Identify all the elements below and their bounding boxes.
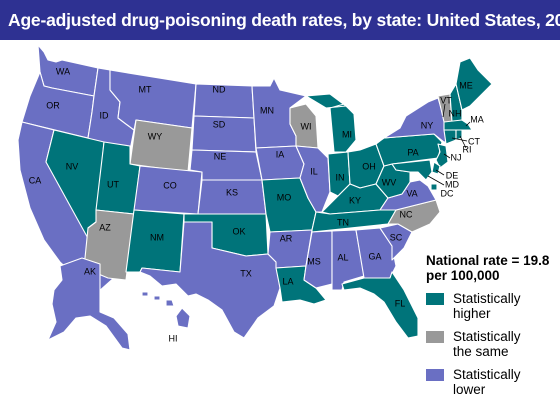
state-hi[interactable] [141, 291, 191, 329]
leader-line-ri [459, 135, 467, 149]
label-ri: RI [463, 144, 472, 154]
legend-text-lower: Statistically lower [453, 367, 560, 397]
label-nj: NJ [451, 152, 462, 162]
state-ma[interactable] [443, 119, 473, 131]
label-ky: KY [349, 195, 361, 205]
legend-text-same-line2: the same [453, 344, 509, 359]
label-me: ME [459, 80, 473, 90]
label-la: LA [282, 276, 293, 286]
legend-text-lower-line2: lower [453, 382, 486, 397]
label-fl: FL [395, 298, 406, 308]
label-oh: OH [362, 161, 376, 171]
label-mo: MO [277, 192, 292, 202]
label-sc: SC [390, 232, 403, 242]
label-al: AL [337, 252, 348, 262]
label-nh: NH [449, 108, 462, 118]
label-wv: WV [382, 177, 397, 187]
label-dc: DC [441, 188, 454, 198]
map-title: Age-adjusted drug-poisoning death rates,… [8, 9, 560, 30]
national-rate-line2: per 100,000 [426, 268, 500, 283]
label-vt: VT [440, 95, 452, 105]
label-ma: MA [470, 114, 484, 124]
label-ut: UT [107, 179, 119, 189]
state-ak[interactable] [47, 257, 131, 351]
state-tx[interactable] [139, 221, 281, 339]
state-ct[interactable] [443, 129, 457, 145]
state-md[interactable] [391, 159, 433, 181]
legend-item-lower: Statistically lower [426, 367, 560, 397]
us-map-svg: WA OR CA ID NV MT WY UT AZ CO NM ND SD N… [17, 44, 493, 351]
label-ms: MS [307, 256, 321, 266]
legend-text-lower-line1: Statistically [453, 367, 521, 382]
leader-line-de [435, 169, 445, 176]
label-sd: SD [213, 119, 226, 129]
label-tn: TN [337, 217, 349, 227]
state-mi[interactable] [305, 93, 357, 153]
label-ok: OK [232, 226, 245, 236]
legend-text-higher-line1: Statistically [453, 291, 521, 306]
national-rate-line1: National rate = 19.8 [426, 253, 550, 268]
label-ak: AK [84, 266, 96, 276]
label-ny: NY [421, 120, 434, 130]
label-md: MD [445, 179, 459, 189]
legend-text-same-line1: Statistically [453, 329, 521, 344]
leader-line-md [427, 175, 445, 186]
leader-line-ct [451, 137, 468, 142]
state-me[interactable] [455, 57, 493, 111]
label-ga: GA [368, 251, 381, 261]
state-nh[interactable] [449, 83, 463, 123]
leader-line-vt [442, 103, 446, 118]
label-co: CO [163, 180, 177, 190]
label-il: IL [310, 166, 318, 176]
legend-text-higher: Statistically higher [453, 291, 560, 321]
label-id: ID [100, 110, 110, 120]
label-mn: MN [260, 105, 274, 115]
label-in: IN [336, 172, 345, 182]
label-pa: PA [407, 147, 418, 157]
label-ar: AR [280, 233, 293, 243]
legend-swatch-lower [426, 369, 444, 381]
legend-item-higher: Statistically higher [426, 291, 560, 321]
label-or: OR [46, 100, 60, 110]
label-nv: NV [66, 161, 79, 171]
label-nm: NM [150, 232, 164, 242]
label-hi: HI [169, 333, 178, 343]
label-wy: WY [148, 131, 163, 141]
legend-text-higher-line2: higher [453, 306, 491, 321]
label-ia: IA [276, 149, 285, 159]
label-ca: CA [29, 175, 42, 185]
label-mt: MT [139, 84, 152, 94]
leader-line-nj [443, 153, 451, 159]
leader-lines [427, 103, 471, 186]
state-dc[interactable] [430, 183, 438, 191]
label-ks: KS [226, 187, 238, 197]
label-va: VA [406, 188, 417, 198]
legend-swatch-higher [426, 293, 444, 305]
state-wy[interactable] [129, 119, 193, 173]
label-nc: NC [400, 209, 413, 219]
legend-swatch-same [426, 331, 444, 343]
legend-item-same: Statistically the same [426, 329, 560, 359]
state-mt[interactable] [109, 69, 197, 131]
legend-text-same: Statistically the same [453, 329, 560, 359]
label-ct: CT [468, 136, 480, 146]
us-map: WA OR CA ID NV MT WY UT AZ CO NM ND SD N… [0, 40, 560, 408]
label-mi: MI [342, 129, 352, 139]
leader-line-ma [465, 121, 471, 127]
state-fl[interactable] [341, 271, 419, 339]
label-wa: WA [56, 66, 70, 76]
label-tx: TX [240, 268, 252, 278]
title-bar: Age-adjusted drug-poisoning death rates,… [0, 0, 560, 40]
label-de: DE [446, 170, 459, 180]
label-wi: WI [301, 121, 312, 131]
label-ne: NE [214, 151, 227, 161]
national-rate: National rate = 19.8 per 100,000 [426, 253, 560, 283]
label-nd: ND [213, 84, 226, 94]
legend: National rate = 19.8 per 100,000 Statist… [426, 253, 560, 397]
label-az: AZ [99, 222, 111, 232]
